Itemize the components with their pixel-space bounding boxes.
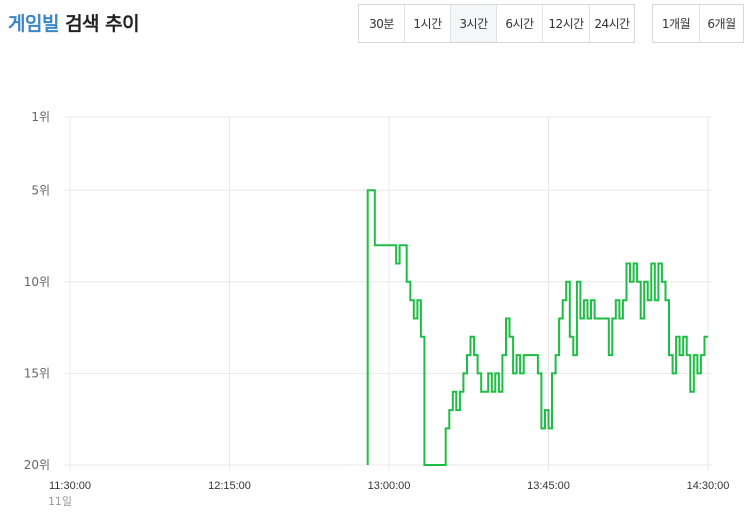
x-tick-label: 12:15:00 bbox=[208, 480, 251, 492]
y-tick-label: 20위 bbox=[24, 458, 50, 472]
range-button-1h[interactable]: 1시간 bbox=[404, 5, 450, 42]
page-title: 게임빌 검색 추이 bbox=[8, 9, 140, 36]
range-button-3h[interactable]: 3시간 bbox=[450, 5, 496, 42]
y-tick-label: 1위 bbox=[31, 110, 50, 124]
period-button-1m[interactable]: 1개월 bbox=[661, 17, 691, 31]
y-tick-label: 15위 bbox=[24, 366, 50, 380]
y-tick-label: 10위 bbox=[24, 275, 50, 289]
range-button-30m[interactable]: 30분 bbox=[369, 17, 394, 31]
y-tick-label: 5위 bbox=[31, 183, 50, 197]
time-range-selector: 30분 1시간 3시간 6시간 12시간 24시간 bbox=[358, 4, 635, 43]
series-line bbox=[366, 189, 708, 466]
x-tick-label: 13:00:00 bbox=[368, 480, 411, 492]
range-button-24h[interactable]: 24시간 bbox=[589, 5, 634, 42]
title-suffix: 검색 추이 bbox=[58, 13, 140, 35]
x-tick-label: 11:30:00 bbox=[49, 480, 91, 492]
range-button-12h[interactable]: 12시간 bbox=[542, 5, 589, 42]
period-selector: 1개월 6개월 bbox=[652, 4, 744, 43]
keyword-text: 게임빌 bbox=[8, 13, 59, 35]
x-date-label: 11일 bbox=[48, 494, 72, 508]
x-tick-label: 13:45:00 bbox=[527, 480, 570, 492]
x-tick-label: 14:30:00 bbox=[687, 480, 730, 492]
period-button-6m[interactable]: 6개월 bbox=[699, 5, 743, 42]
range-button-6h[interactable]: 6시간 bbox=[496, 5, 542, 42]
